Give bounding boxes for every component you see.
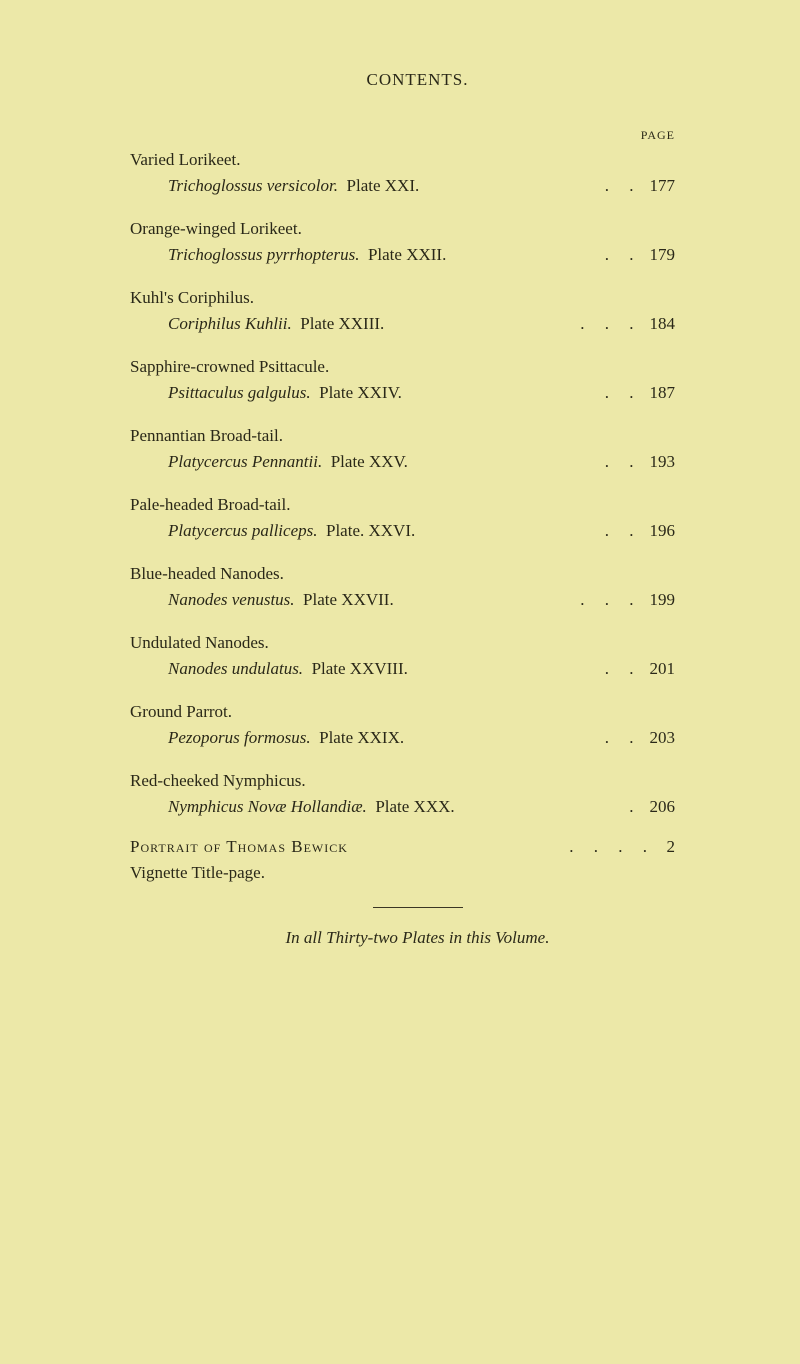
entry-subline: Platycercus palliceps. Plate. XXVI.. .19…	[130, 518, 705, 544]
entry-title: Undulated Nanodes.	[130, 630, 705, 656]
vignette-line: Vignette Title-page.	[130, 863, 705, 883]
portrait-title: Portrait of Thomas Bewick	[130, 837, 348, 856]
entry-scientific: Trichoglossus versicolor. Plate XXI.	[168, 173, 419, 199]
page-column-label: PAGE	[130, 128, 705, 143]
entry-scientific: Trichoglossus pyrrhopterus. Plate XXII.	[168, 242, 446, 268]
footer-text: In all Thirty-two Plates in this Volume.	[286, 928, 550, 947]
entry-scientific: Nymphicus Novæ Hollandiæ. Plate XXX.	[168, 794, 455, 820]
entry-plate: Plate XXX.	[375, 797, 454, 816]
entry-plate: Plate XXIX.	[319, 728, 404, 747]
contents-entry: Undulated Nanodes.Nanodes undulatus. Pla…	[130, 630, 705, 681]
entry-scientific: Nanodes venustus. Plate XXVII.	[168, 587, 394, 613]
entry-dots: . .	[402, 380, 650, 406]
contents-entry: Sapphire-crowned Psittacule.Psittaculus …	[130, 354, 705, 405]
entry-subline: Platycercus Pennantii. Plate XXV.. .193	[130, 449, 705, 475]
entry-dots: . . .	[384, 311, 649, 337]
entry-page: 177	[650, 173, 706, 199]
contents-entry: Kuhl's Coriphilus.Coriphilus Kuhlii. Pla…	[130, 285, 705, 336]
entry-scientific: Platycercus palliceps. Plate. XXVI.	[168, 518, 415, 544]
entry-subline: Psittaculus galgulus. Plate XXIV.. .187	[130, 380, 705, 406]
entry-title: Sapphire-crowned Psittacule.	[130, 354, 705, 380]
footer-note: In all Thirty-two Plates in this Volume.	[130, 928, 705, 948]
entry-page: 199	[650, 587, 706, 613]
entry-title: Pale-headed Broad-tail.	[130, 492, 705, 518]
portrait-text: Portrait of Thomas Bewick	[130, 837, 348, 857]
entry-title: Kuhl's Coriphilus.	[130, 285, 705, 311]
entry-dots: . .	[446, 242, 649, 268]
contents-entry: Varied Lorikeet.Trichoglossus versicolor…	[130, 147, 705, 198]
entry-plate: Plate XXIV.	[319, 383, 402, 402]
entry-subline: Nymphicus Novæ Hollandiæ. Plate XXX..206	[130, 794, 705, 820]
entry-plate: Plate XXI.	[347, 176, 420, 195]
contents-entry: Red-cheeked Nymphicus.Nymphicus Novæ Hol…	[130, 768, 705, 819]
entry-plate: Plate XXV.	[331, 452, 408, 471]
entry-dots: . .	[415, 518, 649, 544]
entry-subline: Coriphilus Kuhlii. Plate XXIII.. . .184	[130, 311, 705, 337]
entry-page: 193	[650, 449, 706, 475]
entry-scientific: Psittaculus galgulus. Plate XXIV.	[168, 380, 402, 406]
entry-subline: Nanodes venustus. Plate XXVII.. . .199	[130, 587, 705, 613]
entry-plate: Plate XXII.	[368, 245, 446, 264]
contents-header: CONTENTS.	[130, 70, 705, 90]
entry-page: 201	[650, 656, 706, 682]
entry-title: Varied Lorikeet.	[130, 147, 705, 173]
entry-scientific: Platycercus Pennantii. Plate XXV.	[168, 449, 408, 475]
contents-entry: Blue-headed Nanodes.Nanodes venustus. Pl…	[130, 561, 705, 612]
entry-page: 187	[650, 380, 706, 406]
contents-entries: Varied Lorikeet.Trichoglossus versicolor…	[130, 147, 705, 819]
entry-dots: . . .	[394, 587, 650, 613]
entry-subline: Trichoglossus pyrrhopterus. Plate XXII..…	[130, 242, 705, 268]
contents-entry: Ground Parrot.Pezoporus formosus. Plate …	[130, 699, 705, 750]
entry-plate: Plate XXVII.	[303, 590, 394, 609]
entry-dots: .	[455, 794, 650, 820]
entry-page: 179	[650, 242, 706, 268]
entry-page: 203	[650, 725, 706, 751]
entry-dots: . .	[404, 725, 649, 751]
entry-subline: Pezoporus formosus. Plate XXIX.. .203	[130, 725, 705, 751]
entry-page: 184	[650, 311, 706, 337]
portrait-dots: . . . .	[348, 837, 663, 857]
entry-dots: . .	[408, 656, 650, 682]
contents-entry: Pale-headed Broad-tail.Platycercus palli…	[130, 492, 705, 543]
entry-title: Red-cheeked Nymphicus.	[130, 768, 705, 794]
entry-title: Orange-winged Lorikeet.	[130, 216, 705, 242]
entry-subline: Nanodes undulatus. Plate XXVIII.. .201	[130, 656, 705, 682]
entry-scientific: Nanodes undulatus. Plate XXVIII.	[168, 656, 408, 682]
entry-title: Blue-headed Nanodes.	[130, 561, 705, 587]
entry-plate: Plate XXIII.	[300, 314, 384, 333]
entry-plate: Plate XXVIII.	[312, 659, 408, 678]
portrait-page: 2	[663, 837, 705, 857]
contents-entry: Orange-winged Lorikeet.Trichoglossus pyr…	[130, 216, 705, 267]
entry-title: Pennantian Broad-tail.	[130, 423, 705, 449]
entry-subline: Trichoglossus versicolor. Plate XXI.. .1…	[130, 173, 705, 199]
portrait-entry: Portrait of Thomas Bewick . . . . 2	[130, 837, 705, 857]
entry-dots: . .	[408, 449, 650, 475]
entry-page: 206	[650, 794, 706, 820]
entry-title: Ground Parrot.	[130, 699, 705, 725]
entry-plate: Plate. XXVI.	[326, 521, 415, 540]
divider-rule	[373, 907, 463, 908]
entry-page: 196	[650, 518, 706, 544]
entry-scientific: Coriphilus Kuhlii. Plate XXIII.	[168, 311, 384, 337]
entry-scientific: Pezoporus formosus. Plate XXIX.	[168, 725, 404, 751]
entry-dots: . .	[419, 173, 649, 199]
contents-entry: Pennantian Broad-tail.Platycercus Pennan…	[130, 423, 705, 474]
